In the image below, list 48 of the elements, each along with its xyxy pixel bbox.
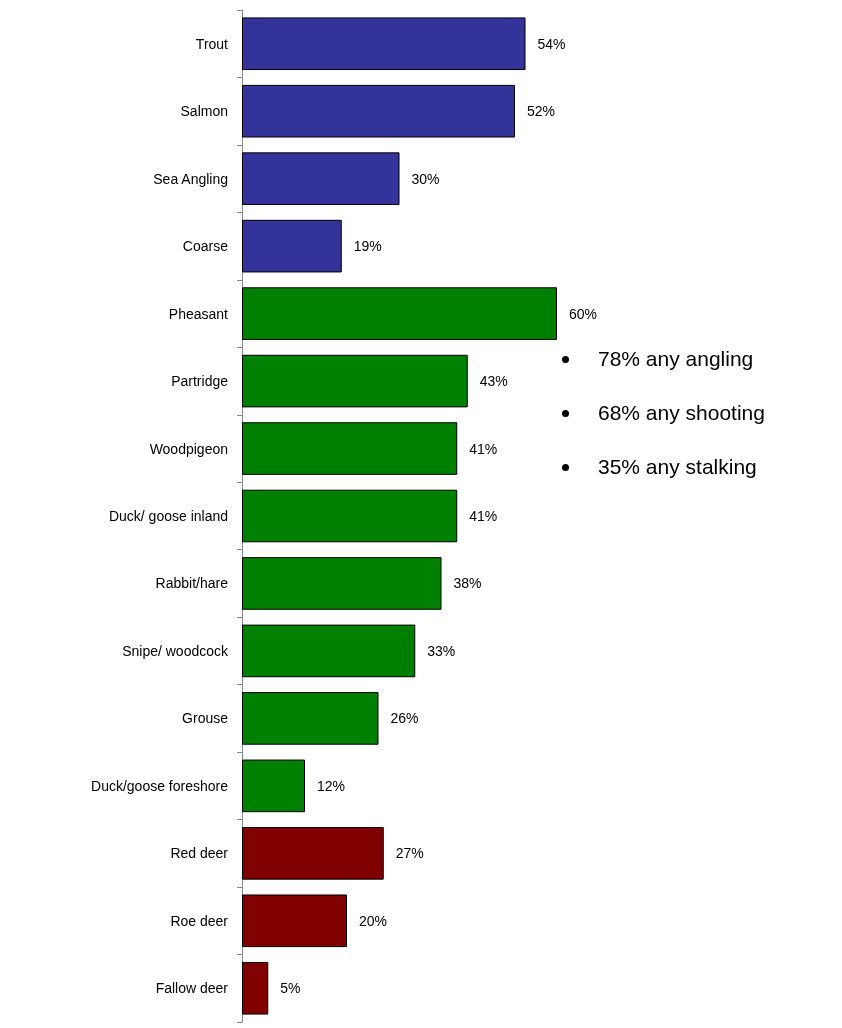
data-label: 12%	[317, 777, 346, 794]
bar	[242, 152, 400, 205]
y-tick-label: Partridge	[171, 373, 229, 390]
y-tick-label: Rabbit/hare	[155, 575, 229, 592]
data-label: 38%	[453, 575, 482, 592]
bar	[242, 489, 458, 543]
bar	[242, 17, 526, 71]
data-label: 26%	[390, 710, 419, 727]
data-label: 33%	[427, 642, 456, 659]
y-tick-label: Duck/goose foreshore	[91, 777, 229, 794]
bar	[242, 827, 384, 880]
bar	[242, 624, 416, 678]
y-tick-label: Roe deer	[170, 912, 229, 929]
data-label: 20%	[359, 912, 388, 929]
data-label: 19%	[353, 238, 382, 255]
y-tick-label: Sea Angling	[153, 170, 228, 187]
bar	[242, 692, 379, 745]
data-label: 60%	[569, 305, 598, 322]
y-tick-label: Salmon	[180, 103, 228, 120]
data-label: 43%	[479, 373, 508, 390]
bar	[242, 354, 468, 408]
data-label: 52%	[527, 103, 556, 120]
bar	[242, 287, 557, 340]
bar	[242, 894, 347, 948]
data-label: 41%	[469, 440, 498, 457]
text: 35% any stalking	[598, 455, 757, 479]
y-tick-label: Woodpigeon	[149, 440, 228, 457]
bar	[242, 557, 442, 610]
y-tick-label: Trout	[195, 35, 229, 52]
text: 68% any shooting	[598, 401, 765, 425]
y-tick-label: Duck/ goose inland	[108, 508, 228, 524]
y-tick-label: Snipe/ woodcock	[122, 642, 229, 659]
y-tick-label: Red deer	[170, 845, 229, 862]
y-tick-label: Pheasant	[168, 305, 229, 322]
bar	[242, 219, 342, 273]
bar	[242, 84, 515, 138]
y-tick-label: Fallow deer	[155, 980, 229, 997]
y-tick-label: Coarse	[182, 238, 229, 255]
data-label: 5%	[280, 980, 301, 997]
bar	[242, 759, 305, 813]
text: 78% any angling	[598, 347, 754, 371]
bar	[242, 961, 269, 1015]
y-tick-label: Grouse	[182, 710, 229, 727]
data-label: 54%	[537, 35, 566, 52]
data-label: 27%	[395, 845, 424, 862]
data-label: 30%	[411, 170, 440, 187]
data-label: 41%	[469, 508, 498, 524]
bar	[242, 422, 458, 475]
